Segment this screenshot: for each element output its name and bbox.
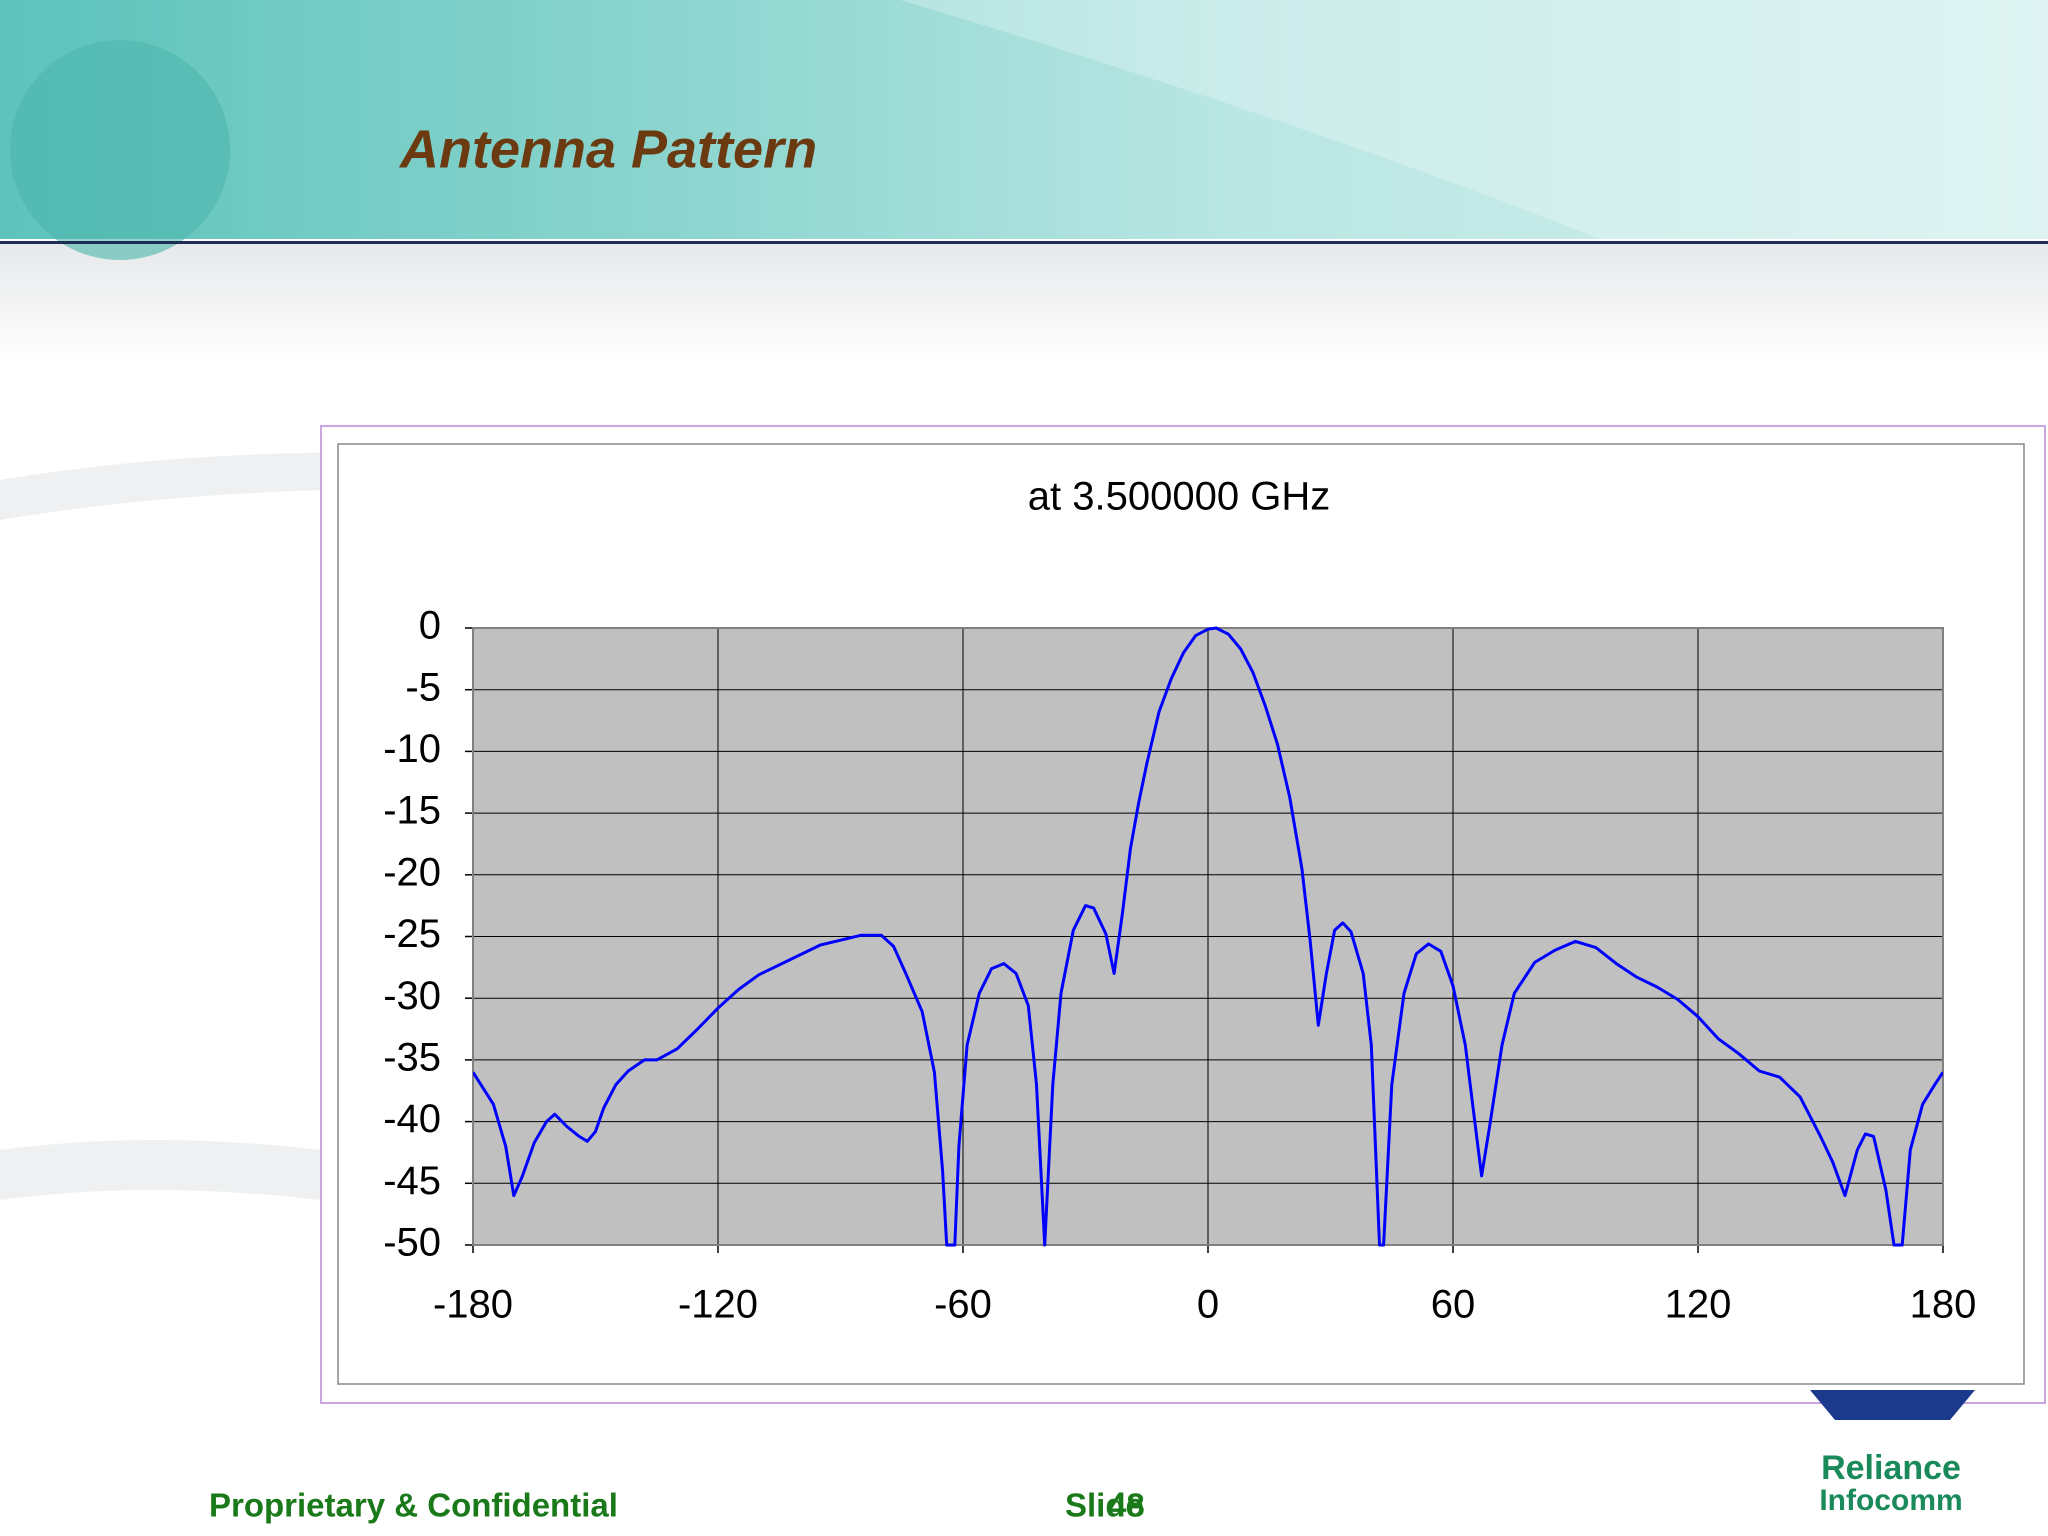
x-tick-label: 60 — [1431, 1283, 1476, 1327]
x-tick-label: 180 — [1910, 1283, 1977, 1327]
footer: Proprietary & Confidential — [209, 1487, 618, 1524]
x-tick-label: -120 — [678, 1283, 758, 1327]
chart-title: at 3.500000 GHz — [1028, 475, 1330, 519]
logo-text: Infocomm — [1819, 1484, 1962, 1517]
y-tick-label: -30 — [383, 974, 441, 1018]
y-tick-label: -5 — [405, 665, 441, 709]
y-tick-label: -10 — [383, 727, 441, 771]
slide-label: Slide — [1065, 1487, 1144, 1524]
header-rule — [0, 241, 2048, 244]
header-band — [0, 0, 2048, 239]
y-tick-label: -25 — [383, 912, 441, 956]
x-tick-label: -180 — [433, 1283, 513, 1327]
slide-number: 48 — [1108, 1487, 1145, 1524]
logo-watermark — [10, 40, 230, 260]
y-tick-label: -35 — [383, 1035, 441, 1079]
x-tick-label: -60 — [934, 1283, 992, 1327]
data-line — [473, 626, 1943, 1247]
logo-mark — [1810, 1390, 1975, 1420]
y-tick-label: 0 — [419, 604, 441, 648]
slide-title: Antenna Pattern — [398, 119, 817, 179]
y-tick-label: -50 — [383, 1221, 441, 1265]
x-tick-label: 120 — [1665, 1283, 1732, 1327]
y-tick-label: -40 — [383, 1097, 441, 1141]
header-swoosh — [900, 0, 2048, 239]
logo-text: Reliance — [1821, 1449, 1961, 1487]
shade — [0, 243, 2048, 363]
y-tick-label: -15 — [383, 789, 441, 833]
plot: 0 -5 -10 -15 -20 -25 -30 -35 -40 -45 -50 -180 -120 -6… — [383, 604, 1976, 1327]
swoosh — [0, 1140, 320, 1200]
y-tick-label: -20 — [383, 850, 441, 894]
x-tick-label: 0 — [1197, 1283, 1219, 1327]
y-tick-label: -45 — [383, 1159, 441, 1203]
